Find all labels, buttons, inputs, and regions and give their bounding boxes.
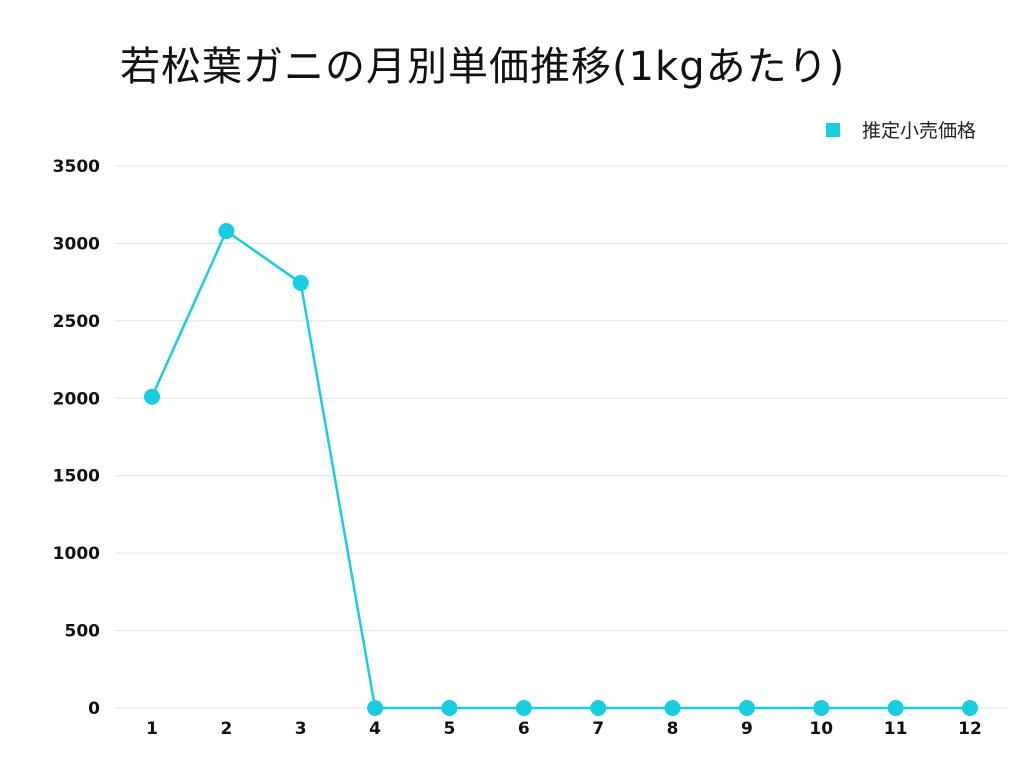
y-tick-label: 1500 xyxy=(53,467,100,487)
gridlines xyxy=(115,165,1007,709)
x-tick-label: 3 xyxy=(295,719,307,739)
data-point xyxy=(367,700,384,716)
y-tick-label: 2000 xyxy=(53,389,100,409)
data-point xyxy=(590,700,607,716)
data-point xyxy=(962,700,978,716)
x-tick-label: 2 xyxy=(220,719,232,739)
x-tick-label: 1 xyxy=(146,719,158,739)
x-tick-label: 9 xyxy=(741,719,753,739)
x-tick-label: 8 xyxy=(667,719,679,739)
data-point xyxy=(515,700,532,716)
x-tick-label: 7 xyxy=(592,719,604,739)
x-tick-label: 5 xyxy=(444,719,456,739)
data-point xyxy=(441,700,458,716)
y-tick-label: 0 xyxy=(88,699,100,719)
chart-title: 若松葉ガニの月別単価推移(1kgあたり) xyxy=(120,44,846,90)
y-tick-label: 3000 xyxy=(53,234,100,254)
data-point xyxy=(664,700,681,716)
data-point xyxy=(887,700,904,716)
x-tick-label: 6 xyxy=(518,719,530,739)
x-tick-label: 12 xyxy=(958,719,982,739)
legend-swatch xyxy=(825,122,840,137)
x-axis-ticks: 1 2 3 4 5 6 7 8 9 10 11 12 xyxy=(146,719,982,739)
x-tick-label: 4 xyxy=(369,719,381,739)
legend: 推定小売価格 xyxy=(825,116,976,143)
data-point xyxy=(292,274,309,291)
legend-label: 推定小売価格 xyxy=(861,120,976,142)
data-point xyxy=(144,388,160,405)
y-tick-label: 2500 xyxy=(53,312,100,332)
series xyxy=(144,223,978,716)
x-tick-label: 10 xyxy=(809,719,833,739)
y-tick-label: 500 xyxy=(65,622,101,642)
series-line xyxy=(150,229,970,710)
y-axis-ticks: 0 500 1000 1500 2000 2500 3000 3500 xyxy=(53,157,100,719)
data-point xyxy=(738,700,755,716)
x-tick-label: 11 xyxy=(884,719,908,739)
y-tick-label: 1000 xyxy=(53,544,100,564)
data-point xyxy=(218,223,235,240)
y-tick-label: 3500 xyxy=(53,157,100,177)
data-point xyxy=(813,700,830,716)
